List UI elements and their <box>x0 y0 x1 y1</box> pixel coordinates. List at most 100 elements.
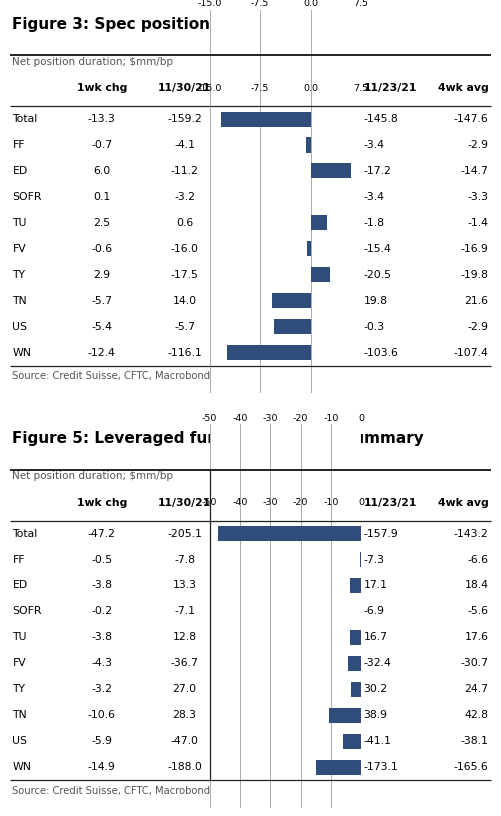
Text: -19.8: -19.8 <box>461 270 488 280</box>
Text: Net position duration; $mm/bp: Net position duration; $mm/bp <box>13 56 173 67</box>
Text: -13.3: -13.3 <box>88 114 116 124</box>
Text: 0.1: 0.1 <box>93 192 110 202</box>
Text: TN: TN <box>13 295 27 306</box>
Text: -36.7: -36.7 <box>171 659 198 668</box>
Text: 38.9: 38.9 <box>364 710 388 721</box>
Text: -32.4: -32.4 <box>364 659 391 668</box>
Text: TN: TN <box>13 710 27 721</box>
Text: -143.2: -143.2 <box>454 529 488 539</box>
Text: 1wk chg: 1wk chg <box>77 498 127 508</box>
Text: 11/23/21: 11/23/21 <box>364 83 417 93</box>
Text: -5.7: -5.7 <box>91 295 112 306</box>
Text: -0.2: -0.2 <box>91 606 112 616</box>
Text: Figure 5: Leveraged funds positioning summary: Figure 5: Leveraged funds positioning su… <box>13 431 424 446</box>
Text: -14.9: -14.9 <box>88 762 116 772</box>
Text: Figure 3: Spec positioning summary: Figure 3: Spec positioning summary <box>13 16 322 32</box>
Text: FV: FV <box>13 659 26 668</box>
Text: -103.6: -103.6 <box>364 348 398 357</box>
Bar <box>350 578 361 593</box>
Text: -11.2: -11.2 <box>171 166 198 176</box>
Text: SOFR: SOFR <box>13 606 42 616</box>
Text: WN: WN <box>13 762 32 772</box>
Text: 28.3: 28.3 <box>173 710 197 721</box>
Text: US: US <box>13 736 28 747</box>
Text: -3.8: -3.8 <box>91 580 112 591</box>
Text: -0.6: -0.6 <box>91 244 112 254</box>
Text: -47.0: -47.0 <box>171 736 199 747</box>
Text: -6.6: -6.6 <box>467 555 488 565</box>
Text: -0.7: -0.7 <box>91 140 112 150</box>
Bar <box>218 526 361 541</box>
Text: 4wk avg: 4wk avg <box>438 83 488 93</box>
Text: -15.0: -15.0 <box>197 84 222 93</box>
Text: -147.6: -147.6 <box>454 114 488 124</box>
Text: Source: Credit Suisse, CFTC, Macrobond: Source: Credit Suisse, CFTC, Macrobond <box>13 786 210 796</box>
Text: -107.4: -107.4 <box>454 348 488 357</box>
Text: 13.3: 13.3 <box>173 580 197 591</box>
Text: -3.2: -3.2 <box>174 192 195 202</box>
Bar <box>311 268 330 282</box>
Text: -10.6: -10.6 <box>88 710 116 721</box>
Text: 24.7: 24.7 <box>464 685 488 694</box>
Text: -16.9: -16.9 <box>461 244 488 254</box>
Text: -3.2: -3.2 <box>91 685 112 694</box>
Text: -145.8: -145.8 <box>364 114 398 124</box>
Text: -165.6: -165.6 <box>454 762 488 772</box>
Text: -14.7: -14.7 <box>461 166 488 176</box>
Bar <box>274 319 311 335</box>
Text: -3.4: -3.4 <box>364 140 385 150</box>
Text: -3.3: -3.3 <box>467 192 488 202</box>
Text: -173.1: -173.1 <box>364 762 398 772</box>
Text: 7.5: 7.5 <box>354 84 369 93</box>
Bar <box>272 293 311 308</box>
Text: -6.9: -6.9 <box>364 606 385 616</box>
Text: -17.5: -17.5 <box>171 270 198 280</box>
Bar <box>307 242 311 256</box>
Text: -1.8: -1.8 <box>364 218 385 228</box>
Text: -16.0: -16.0 <box>171 244 199 254</box>
Bar <box>221 112 311 126</box>
Text: -205.1: -205.1 <box>167 529 202 539</box>
Text: 12.8: 12.8 <box>173 632 197 642</box>
Bar <box>343 734 361 749</box>
Text: FF: FF <box>13 140 25 150</box>
Text: 17.6: 17.6 <box>464 632 488 642</box>
Text: -40: -40 <box>232 499 247 508</box>
Text: 21.6: 21.6 <box>464 295 488 306</box>
Text: 18.4: 18.4 <box>464 580 488 591</box>
Bar <box>306 137 311 153</box>
Text: -12.4: -12.4 <box>88 348 116 357</box>
Text: TU: TU <box>13 218 27 228</box>
Text: -10: -10 <box>323 499 339 508</box>
Text: -20.5: -20.5 <box>364 270 391 280</box>
Text: Net position duration; $mm/bp: Net position duration; $mm/bp <box>13 471 173 481</box>
Text: 2.9: 2.9 <box>93 270 110 280</box>
Bar <box>311 215 328 230</box>
Text: -4.1: -4.1 <box>174 140 195 150</box>
Text: -2.9: -2.9 <box>467 322 488 332</box>
Text: 11/23/21: 11/23/21 <box>364 498 417 508</box>
Text: -5.9: -5.9 <box>91 736 112 747</box>
Text: -17.2: -17.2 <box>364 166 391 176</box>
Text: 2.5: 2.5 <box>93 218 110 228</box>
Text: Total: Total <box>13 114 38 124</box>
Text: -2.9: -2.9 <box>467 140 488 150</box>
Bar <box>227 345 311 360</box>
Text: 6.0: 6.0 <box>93 166 110 176</box>
Text: 0: 0 <box>358 499 364 508</box>
Text: 27.0: 27.0 <box>173 685 197 694</box>
Text: -20: -20 <box>293 499 308 508</box>
Text: 4wk avg: 4wk avg <box>438 498 488 508</box>
Text: -157.9: -157.9 <box>364 529 398 539</box>
Text: 30.2: 30.2 <box>364 685 388 694</box>
Text: -30: -30 <box>263 499 278 508</box>
Text: -1.4: -1.4 <box>467 218 488 228</box>
Text: -5.7: -5.7 <box>174 322 195 332</box>
Text: 42.8: 42.8 <box>464 710 488 721</box>
Bar <box>360 552 361 567</box>
Text: -0.3: -0.3 <box>364 322 385 332</box>
Text: 14.0: 14.0 <box>173 295 197 306</box>
Text: WN: WN <box>13 348 32 357</box>
Text: TY: TY <box>13 270 26 280</box>
Text: US: US <box>13 322 28 332</box>
